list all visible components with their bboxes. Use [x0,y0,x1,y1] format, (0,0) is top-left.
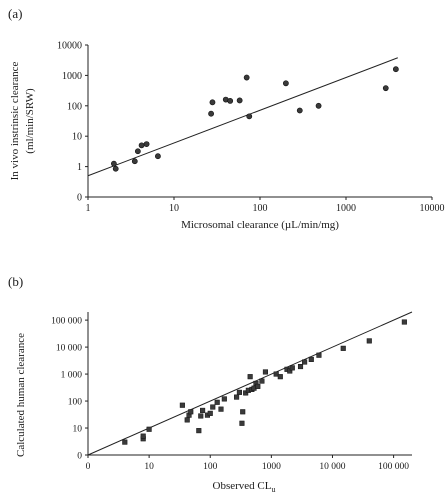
x-axis-label: Microsomal clearance (µL/min/mg) [181,219,339,231]
data-point [240,409,246,415]
x-tick-label: 100 [253,203,268,214]
data-point [143,141,150,147]
data-point [208,110,214,117]
y-tick-label: 0 [77,193,82,204]
data-point [273,371,279,377]
y-tick-label: 100 [68,398,83,408]
data-point [179,402,185,408]
y-axis-label: Calculated human clearance [15,333,27,457]
data-point [200,407,206,413]
data-point [234,394,240,400]
y-tick-label: 1 000 [61,371,83,381]
data-point [316,352,322,358]
y-tick-label: 10 [72,132,82,143]
chart-panel-a: (a)1 10 100 1000 100000110100100010000Micros… [8,6,445,231]
fit-line [87,57,398,177]
data-point [112,165,119,172]
data-point [209,99,216,106]
data-point [196,428,202,434]
data-point [247,374,253,380]
y-axis-label: In vivo instrinsic clearance [9,61,21,180]
data-point [297,364,304,370]
x-tick-label: 1000 [262,462,281,472]
data-point [188,409,194,415]
y-tick-label: 10 [73,425,83,435]
x-tick-label: 1000 [336,203,356,214]
fit-line [87,311,413,456]
data-point [243,390,249,396]
data-point [184,417,190,423]
data-point [221,396,227,402]
data-point [308,356,314,362]
x-tick-label: 10000 [420,203,445,214]
data-point [255,383,261,389]
y-tick-label: 10 000 [56,344,82,354]
data-point [259,378,265,384]
data-point [315,102,322,109]
y-axis-label: (ml/min/SRW) [24,88,36,154]
data-point [214,399,220,405]
x-tick-label: 10 [144,462,154,472]
data-point [401,319,407,325]
panel-label: (a) [8,6,22,21]
data-point [366,338,372,344]
data-point [382,85,389,92]
panel-label: (b) [8,274,23,289]
data-point [246,113,253,120]
data-point [262,369,268,375]
x-axis-label: Observed CLu [213,480,276,494]
data-point [131,158,138,165]
data-point [302,359,308,365]
data-point [392,66,399,73]
data-point [236,389,242,395]
x-tick-label: 10 000 [319,462,345,472]
data-point [239,420,245,426]
x-tick-label: 100 [203,462,218,472]
y-tick-label: 0 [77,452,82,462]
data-point [140,433,146,439]
y-tick-label: 1000 [62,71,82,82]
data-point [340,345,346,351]
x-tick-label: 0 [86,462,91,472]
data-point [122,439,128,445]
data-point [198,413,204,419]
data-point [227,97,234,104]
data-point [236,97,243,104]
data-point [289,365,295,371]
data-point [282,80,289,87]
y-tick-label: 1 [77,162,82,173]
data-point [277,374,283,380]
x-tick-label: 10 [169,203,179,214]
y-tick-label: 100 000 [51,317,82,327]
data-point [146,426,152,432]
y-tick-label: 10000 [57,41,82,52]
chart-panel-b: (b) 0 10 100 1000 10 000 100 000 0 10 100 1 000 10 … [8,274,413,494]
x-tick-label: 100 000 [378,462,409,472]
x-tick-label: 1 [86,203,91,214]
data-point [134,148,141,155]
data-point [155,153,161,160]
x-axis-label-subscript: u [271,485,275,494]
data-point [210,404,216,410]
data-point [138,142,145,149]
data-point [243,74,250,81]
data-point [296,107,303,114]
data-point [207,410,213,416]
data-point [110,160,117,167]
y-tick-label: 100 [67,101,82,112]
data-point [218,406,224,412]
